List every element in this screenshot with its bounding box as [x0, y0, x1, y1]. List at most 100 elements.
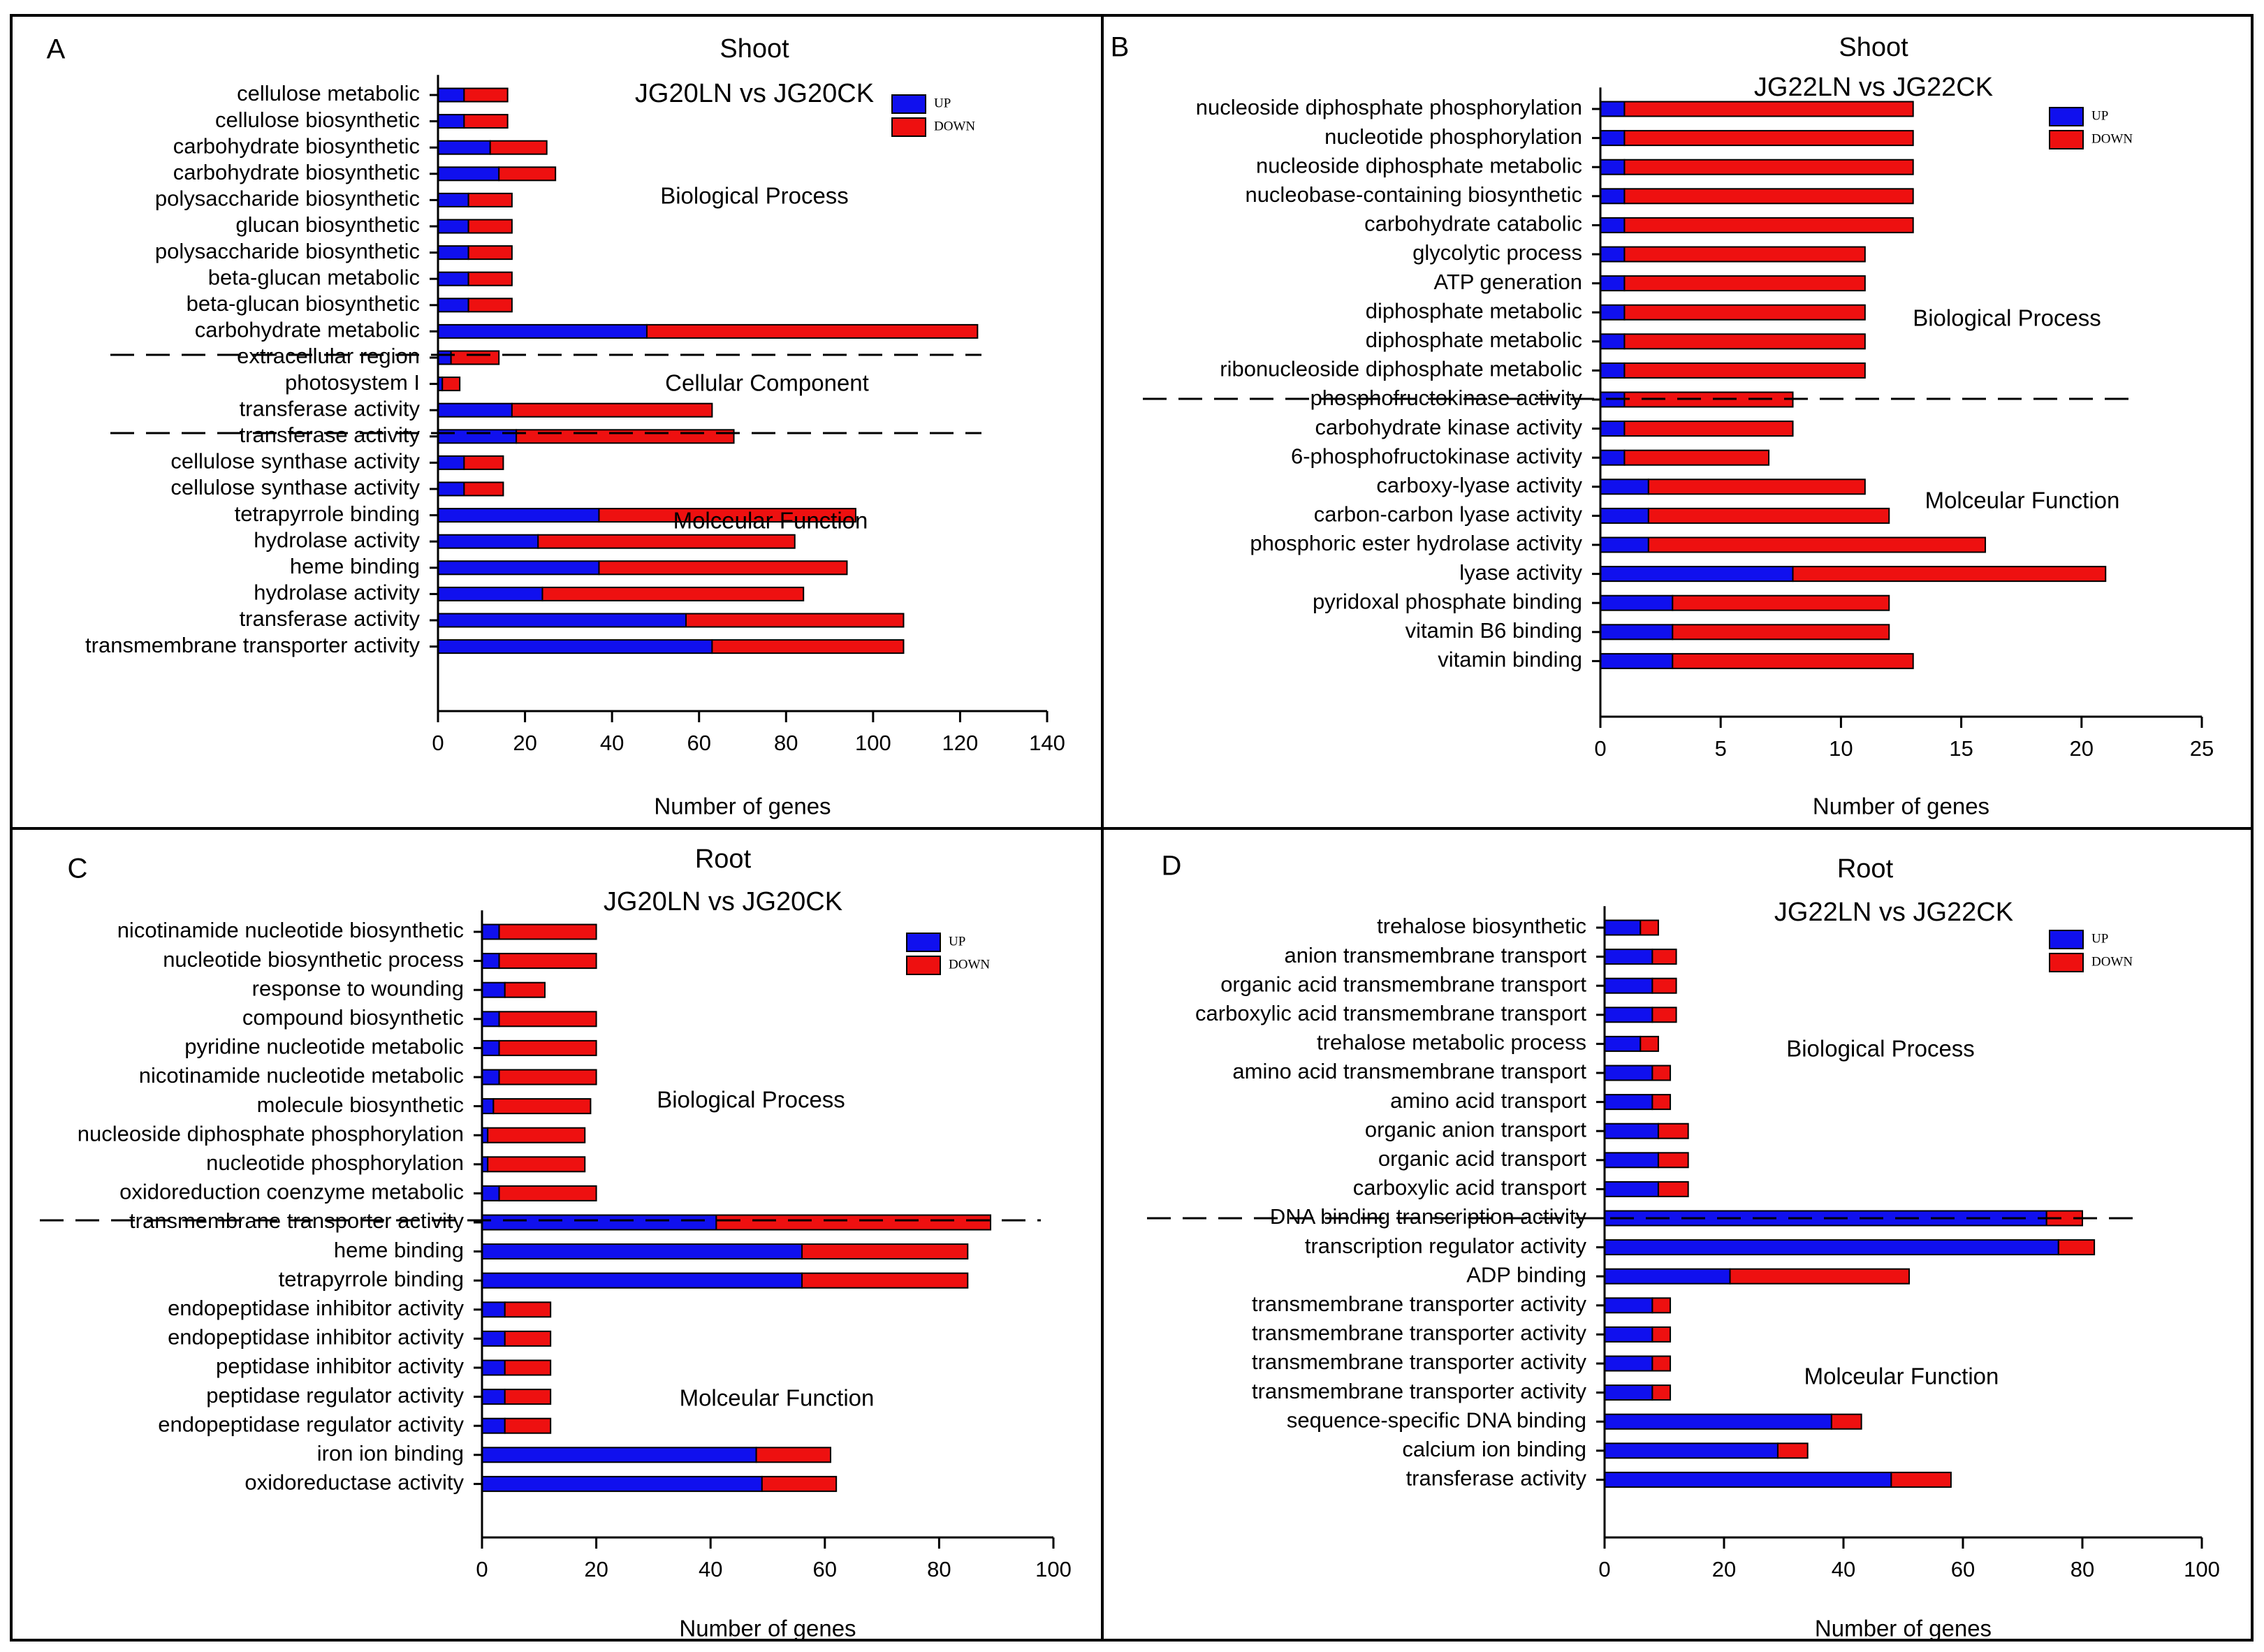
category-label: response to wounding	[252, 976, 464, 1000]
bar-up	[1604, 1355, 1653, 1372]
bar-up	[1604, 1035, 1642, 1052]
bar-up	[481, 1011, 500, 1028]
section-label: Biological Process	[660, 183, 849, 209]
bar-up	[1600, 159, 1626, 175]
category-label: nucleoside diphosphate metabolic	[1256, 153, 1582, 177]
bar-down	[1623, 246, 1866, 263]
category-label: nucleoside diphosphate phosphorylation	[78, 1121, 464, 1146]
category-label: carbohydrate biosynthetic	[173, 160, 420, 184]
bar-down	[498, 1069, 597, 1086]
category-label: transferase activity	[240, 606, 421, 631]
bar-down	[2057, 1239, 2096, 1256]
category-label: oxidoreductase activity	[244, 1470, 464, 1495]
category-label: pyridoxal phosphate binding	[1313, 589, 1582, 613]
bar-down	[1623, 421, 1794, 437]
x-tick-label: 40	[699, 1557, 722, 1581]
bar-up	[437, 560, 600, 576]
bar-down	[1647, 536, 1987, 553]
bar-up	[481, 1243, 803, 1260]
bar-down	[1830, 1413, 1862, 1430]
bar-down	[1623, 159, 1914, 175]
legend-up-swatch	[2049, 107, 2084, 126]
bar-up	[1600, 130, 1626, 147]
category-label: vitamin B6 binding	[1405, 618, 1582, 643]
bar-up	[481, 953, 500, 970]
bar-down	[645, 323, 979, 339]
bar-down	[1657, 1123, 1689, 1139]
bar-down	[1623, 333, 1866, 350]
bar-down	[467, 245, 513, 261]
legend-down-swatch	[2049, 130, 2084, 149]
x-tick-label: 10	[1829, 736, 1853, 761]
bar-down	[1639, 1035, 1659, 1052]
category-label: carboxylic acid transport	[1353, 1176, 1587, 1200]
bar-up	[1600, 333, 1626, 350]
x-tick-label: 0	[432, 731, 444, 755]
bar-down	[801, 1243, 969, 1260]
category-label: hydrolase activity	[254, 580, 420, 605]
bar-up	[1604, 1442, 1779, 1459]
bar-down	[489, 140, 548, 155]
bar-up	[1600, 217, 1626, 233]
category-label: transmembrane transporter activity	[1252, 1321, 1586, 1345]
bar-up	[481, 1447, 757, 1463]
section-label: Molceular Function	[1804, 1364, 1999, 1389]
bar-up	[481, 1359, 506, 1376]
category-label: nicotinamide nucleotide metabolic	[139, 1063, 464, 1088]
bar-down	[498, 1185, 597, 1201]
x-tick-label: 5	[1715, 736, 1727, 761]
panel-letter: C	[68, 854, 88, 884]
category-label: beta-glucan metabolic	[208, 265, 420, 289]
bar-up	[437, 586, 543, 601]
category-label: glucan biosynthetic	[235, 212, 420, 237]
category-label: extracellular region	[237, 344, 420, 368]
x-tick-label: 25	[2190, 736, 2214, 761]
bar-up	[481, 1417, 506, 1434]
x-tick-label: 20	[2070, 736, 2094, 761]
category-label: sequence-specific DNA binding	[1287, 1408, 1586, 1432]
x-axis-label: Number of genes	[1813, 794, 1989, 819]
category-label: carbohydrate biosynthetic	[173, 133, 420, 158]
bar-down	[801, 1272, 969, 1289]
panel-letter: B	[1111, 32, 1130, 63]
bar-down	[1792, 566, 2107, 583]
bar-down	[1776, 1442, 1809, 1459]
category-label: hydrolase activity	[254, 527, 420, 552]
category-label: diphosphate metabolic	[1366, 298, 1582, 323]
bar-up	[437, 534, 539, 549]
legend-up-label: UP	[949, 934, 965, 949]
legend-down-label: DOWN	[934, 119, 975, 133]
category-label: amino acid transmembrane transport	[1232, 1059, 1586, 1083]
bar-up	[1604, 1180, 1659, 1197]
category-label: nucleotide biosynthetic process	[163, 947, 464, 972]
bar-up	[481, 1272, 803, 1289]
bar-down	[1651, 1355, 1672, 1372]
bar-down	[463, 481, 504, 497]
category-label: photosystem I	[285, 370, 420, 395]
bar-down	[598, 508, 856, 523]
bar-down	[711, 639, 905, 655]
category-label: oxidoreduction coenzyme metabolic	[119, 1180, 464, 1204]
bar-down	[541, 586, 805, 601]
legend-down-label: DOWN	[2091, 954, 2133, 969]
bar-up	[1600, 652, 1674, 669]
bar-up	[1600, 566, 1794, 583]
bar-up	[1600, 362, 1626, 379]
category-label: ADP binding	[1466, 1262, 1586, 1287]
bar-down	[1672, 624, 1890, 641]
legend-up-swatch	[891, 94, 926, 114]
category-label: iron ion binding	[317, 1441, 464, 1465]
chart-subtitle: JG20LN vs JG20CK	[604, 887, 842, 916]
legend-down-swatch	[891, 117, 926, 137]
bar-down	[1623, 217, 1914, 233]
bar-down	[1729, 1268, 1911, 1285]
bar-down	[516, 429, 735, 444]
category-label: heme binding	[290, 554, 420, 578]
category-label: vitamin binding	[1438, 648, 1582, 672]
category-label: amino acid transport	[1390, 1088, 1586, 1113]
panel-b: B Shoot JG22LN vs JG22CK nucleoside diphosp…	[1101, 14, 2254, 830]
category-label: organic anion transport	[1365, 1117, 1586, 1141]
bar-down	[498, 1039, 597, 1056]
bar-down	[467, 219, 513, 234]
section-label: Cellular Component	[665, 370, 869, 396]
